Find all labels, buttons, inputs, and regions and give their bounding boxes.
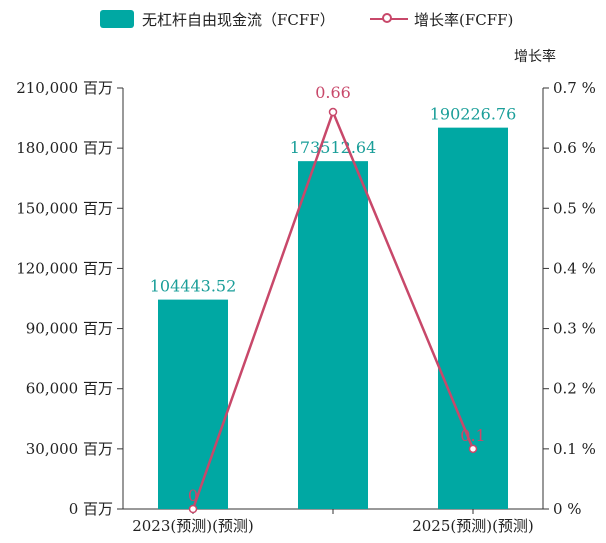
right-axis-title: 增长率 <box>514 49 556 65</box>
right-tick-label: 0.1 % <box>553 440 596 458</box>
growth-point <box>468 444 478 454</box>
left-tick-label: 60,000 百万 <box>26 380 113 398</box>
right-tick-label: 0.3 % <box>553 320 596 338</box>
x-tick-label: 2025(预测)(预测) <box>412 517 534 535</box>
growth-point-label: 0.1 <box>460 426 485 445</box>
right-tick-label: 0.6 % <box>553 139 596 157</box>
fcff-bar-label: 190226.76 <box>430 105 517 124</box>
left-tick-label: 120,000 百万 <box>16 259 113 277</box>
legend-line-swatch <box>370 10 408 28</box>
right-tick-label: 0 % <box>553 500 582 518</box>
fcff-bar-label: 104443.52 <box>150 277 237 296</box>
right-tick-label: 0.7 % <box>553 79 596 97</box>
growth-point-label: 0.66 <box>315 83 351 102</box>
left-tick-label: 210,000 百万 <box>16 79 113 97</box>
legend-bar-label: 无杠杆自由现金流（FCFF） <box>142 10 335 29</box>
fcff-bar <box>158 299 228 509</box>
left-tick-label: 180,000 百万 <box>16 139 113 157</box>
legend-line-label: 增长率(FCFF) <box>414 10 514 29</box>
right-tick-label: 0.5 % <box>553 199 596 217</box>
legend-item-growth[interactable]: 增长率(FCFF) <box>370 6 513 32</box>
growth-point <box>188 504 198 514</box>
growth-point-label: 0 <box>188 486 198 505</box>
right-tick-label: 0.2 % <box>553 380 596 398</box>
x-tick-label: 2023(预测)(预测) <box>132 517 254 535</box>
left-tick-label: 30,000 百万 <box>26 440 113 458</box>
growth-point <box>328 107 338 117</box>
left-tick-label: 90,000 百万 <box>26 320 113 338</box>
fcff-bar <box>298 161 368 509</box>
left-tick-label: 150,000 百万 <box>16 199 113 217</box>
left-tick-label: 0 百万 <box>69 500 113 518</box>
legend: 无杠杆自由现金流（FCFF） 增长率(FCFF) <box>0 6 606 32</box>
right-tick-label: 0.4 % <box>553 259 596 277</box>
legend-bar-swatch <box>100 10 134 28</box>
fcff-bar-label: 173512.64 <box>290 138 377 157</box>
legend-item-fcff[interactable]: 无杠杆自由现金流（FCFF） <box>100 6 335 32</box>
